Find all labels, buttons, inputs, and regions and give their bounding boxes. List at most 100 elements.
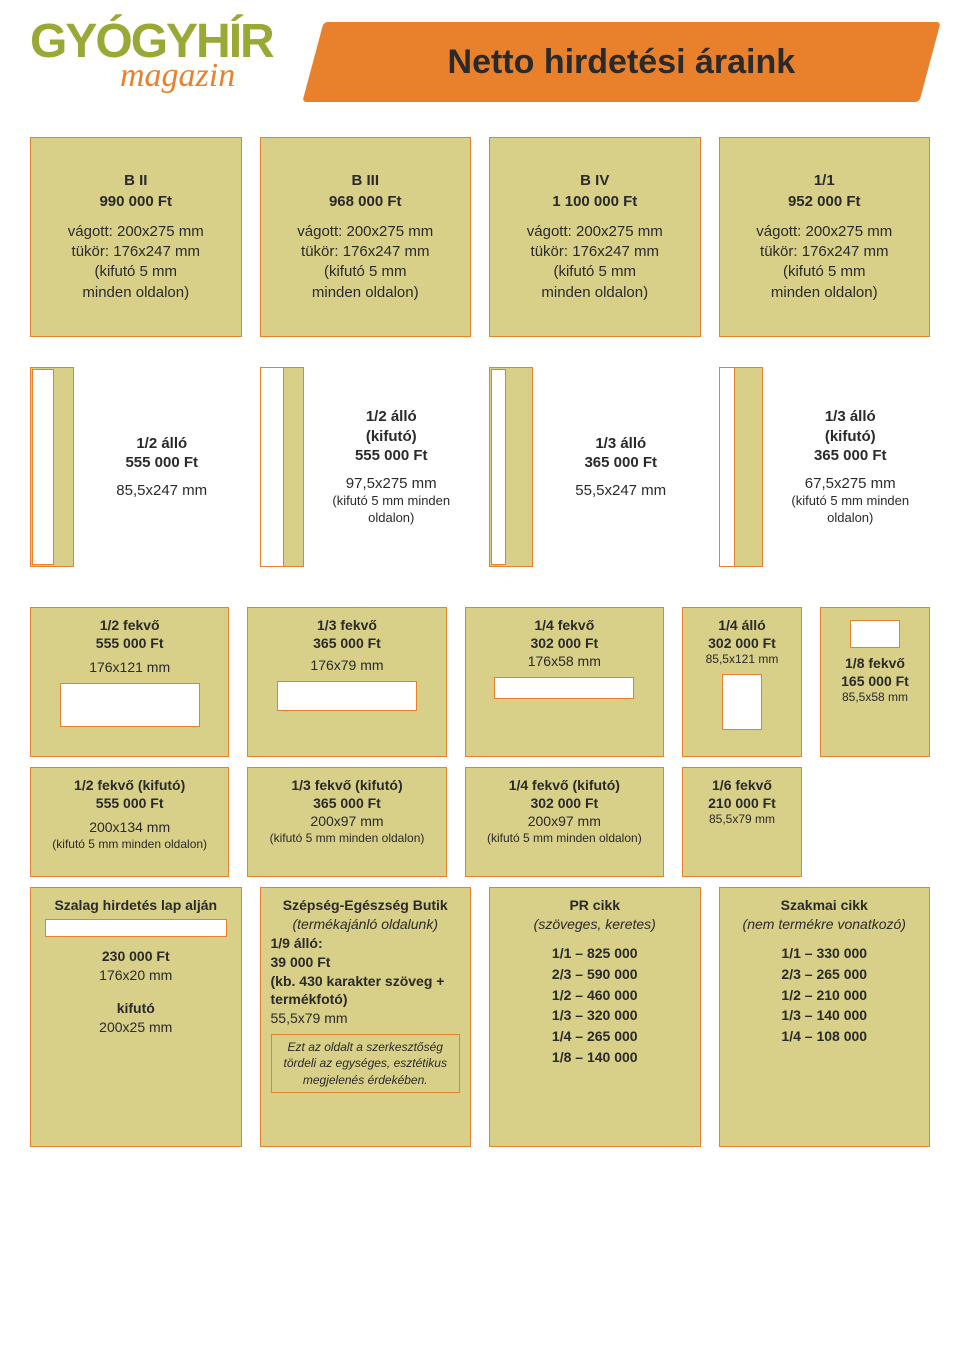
label: kifutó [41,999,231,1018]
card-price: 968 000 Ft [329,192,402,212]
pr-article-card: PR cikk (szöveges, keretes) 1/1 – 825 00… [489,887,701,1147]
label: 1/6 fekvő [689,776,795,794]
item-text: 1/2 álló(kifutó)555 000 Ft97,5x275 mm(ki… [312,407,472,527]
line: (kb. 430 karakter szöveg + termékfotó) [271,972,461,1010]
price: 365 000 Ft [254,794,439,812]
card-line: minden oldalon) [771,283,878,303]
label: 1/4 fekvő [472,616,657,634]
label: 1/2 fekvő (kifutó) [37,776,222,794]
card-line: vágott: 200x275 mm [527,222,663,242]
row3: 1/2 fekvő 555 000 Ft 176x121 mm 1/2 fekv… [30,607,930,877]
dim: 176x121 mm [37,658,222,676]
third-landscape: 1/3 fekvő 365 000 Ft 176x79 mm [247,607,446,757]
label: 1/3 fekvő [254,616,439,634]
list-item: 1/4 – 265 000 [500,1027,690,1046]
preview-shape [60,683,200,727]
title: Szalag hirdetés lap alján [41,896,231,915]
card-line: vágott: 200x275 mm [297,222,433,242]
logo-line2: magazin [120,57,235,95]
preview-shape [722,674,762,730]
card-title: 1/1 [814,171,835,191]
dim: 200x97 mm [254,812,439,830]
page: GYÓGYHÍR magazin Netto hirdetési áraink … [0,0,960,1207]
preview-shape [850,620,900,648]
note: (kifutó 5 mm minden oldalon) [472,831,657,847]
preview-shape [277,681,417,711]
line: 1/9 álló: [271,934,461,953]
item-text: 1/2 álló555 000 Ft85,5x247 mm [82,434,242,501]
beauty-health-card: Szépség-Egészség Butik (termékajánló old… [260,887,472,1147]
pro-article-card: Szakmai cikk (nem termékre vonatkozó) 1/… [719,887,931,1147]
logo: GYÓGYHÍR magazin [30,20,273,95]
card-price: 1 100 000 Ft [552,192,637,212]
list-item: 1/1 – 330 000 [730,944,920,963]
card-line: minden oldalon) [541,283,648,303]
price-card: B IV1 100 000 Ftvágott: 200x275 mmtükör:… [489,137,701,337]
dim: 85,5x121 mm [689,652,795,668]
card-line: tükör: 176x247 mm [301,242,429,262]
dim: 200x134 mm [37,818,222,836]
dim: 55,5x79 mm [271,1009,461,1028]
dim: 85,5x79 mm [689,812,795,828]
price: 210 000 Ft [689,794,795,812]
title: PR cikk [500,896,690,915]
price: 555 000 Ft [37,634,222,652]
note: (kifutó 5 mm minden oldalon) [254,831,439,847]
quarter-portrait: 1/4 álló 302 000 Ft 85,5x121 mm [682,607,802,757]
price-card: B III968 000 Ft vágott: 200x275 mmtükör: … [260,137,472,337]
label: 1/2 fekvő [37,616,222,634]
list-item: 1/2 – 460 000 [500,986,690,1005]
preview-shape [494,677,634,699]
title-banner: Netto hirdetési áraink [313,22,930,102]
card-line: (kifutó 5 mm [783,262,866,282]
ribbon-ad-card: Szalag hirdetés lap alján 230 000 Ft 176… [30,887,242,1147]
card-line: (kifutó 5 mm [94,262,177,282]
dim: 200x25 mm [41,1018,231,1037]
card-line: minden oldalon) [312,283,419,303]
price-list: 1/1 – 330 0002/3 – 265 0001/2 – 210 0001… [730,944,920,1046]
third-landscape-bleed: 1/3 fekvő (kifutó) 365 000 Ft 200x97 mm … [247,767,446,877]
preview-shape [45,919,227,937]
row2: 1/2 álló555 000 Ft85,5x247 mm 1/2 álló(ki… [30,367,930,567]
subtitle: (nem termékre vonatkozó) [730,915,920,934]
dim: 85,5x58 mm [827,690,923,706]
price: 555 000 Ft [37,794,222,812]
price: 365 000 Ft [254,634,439,652]
item-text: 1/3 álló365 000 Ft55,5x247 mm [541,434,701,501]
price-card: 1/1952 000 Ft vágott: 200x275 mmtükör: 17… [719,137,931,337]
list-item: 2/3 – 265 000 [730,965,920,984]
row4-col2: Szépség-Egészség Butik (termékajánló old… [260,887,472,1147]
page-title: Netto hirdetési áraink [313,22,930,102]
card-line: vágott: 200x275 mm [756,222,892,242]
card-line: tükör: 176x247 mm [72,242,200,262]
label: 1/4 fekvő (kifutó) [472,776,657,794]
row1: B II990 000 Ftvágott: 200x275 mmtükör: 1… [30,137,930,337]
card-line: minden oldalon) [82,283,189,303]
list-item: 1/3 – 140 000 [730,1006,920,1025]
portrait-item: 1/3 álló365 000 Ft55,5x247 mm [489,367,701,567]
card-line: tükör: 176x247 mm [760,242,888,262]
card-title: B III [351,171,379,191]
card-price: 952 000 Ft [788,192,861,212]
subtitle: (szöveges, keretes) [500,915,690,934]
row3-col4: 1/4 álló 302 000 Ft 85,5x121 mm 1/6 fekv… [682,607,802,877]
list-item: 1/1 – 825 000 [500,944,690,963]
note: Ezt az oldalt a szerkesztőség tördeli az… [271,1034,461,1093]
dim: 200x97 mm [472,812,657,830]
half-landscape: 1/2 fekvő 555 000 Ft 176x121 mm [30,607,229,757]
price: 302 000 Ft [689,634,795,652]
row3-col3: 1/4 fekvő 302 000 Ft 176x58 mm 1/4 fekvő… [465,607,664,877]
sixth-landscape: 1/6 fekvő 210 000 Ft 85,5x79 mm [682,767,802,877]
row4: Szalag hirdetés lap alján 230 000 Ft 176… [30,887,930,1147]
card-title: B IV [580,171,609,191]
preview-shape [30,367,74,567]
list-item: 1/4 – 108 000 [730,1027,920,1046]
label: 1/4 álló [689,616,795,634]
card-line: (kifutó 5 mm [553,262,636,282]
card-line: vágott: 200x275 mm [68,222,204,242]
note: (kifutó 5 mm minden oldalon) [37,837,222,853]
quarter-landscape: 1/4 fekvő 302 000 Ft 176x58 mm [465,607,664,757]
portrait-item: 1/3 álló(kifutó)365 000 Ft67,5x275 mm(ki… [719,367,931,567]
price: 39 000 Ft [271,953,461,972]
preview-shape [719,367,763,567]
